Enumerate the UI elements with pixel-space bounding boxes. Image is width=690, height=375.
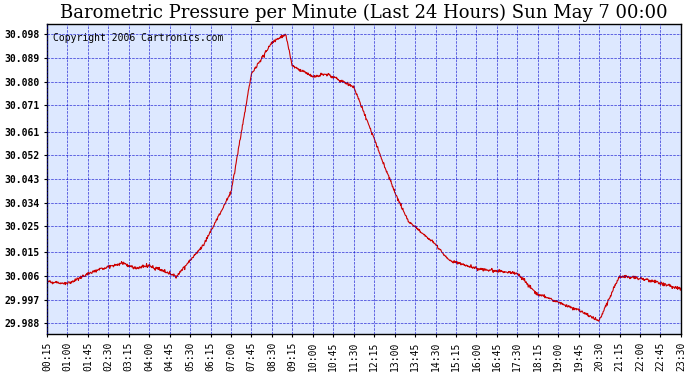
Text: Copyright 2006 Cartronics.com: Copyright 2006 Cartronics.com	[53, 33, 224, 43]
Title: Barometric Pressure per Minute (Last 24 Hours) Sun May 7 00:00: Barometric Pressure per Minute (Last 24 …	[60, 4, 668, 22]
